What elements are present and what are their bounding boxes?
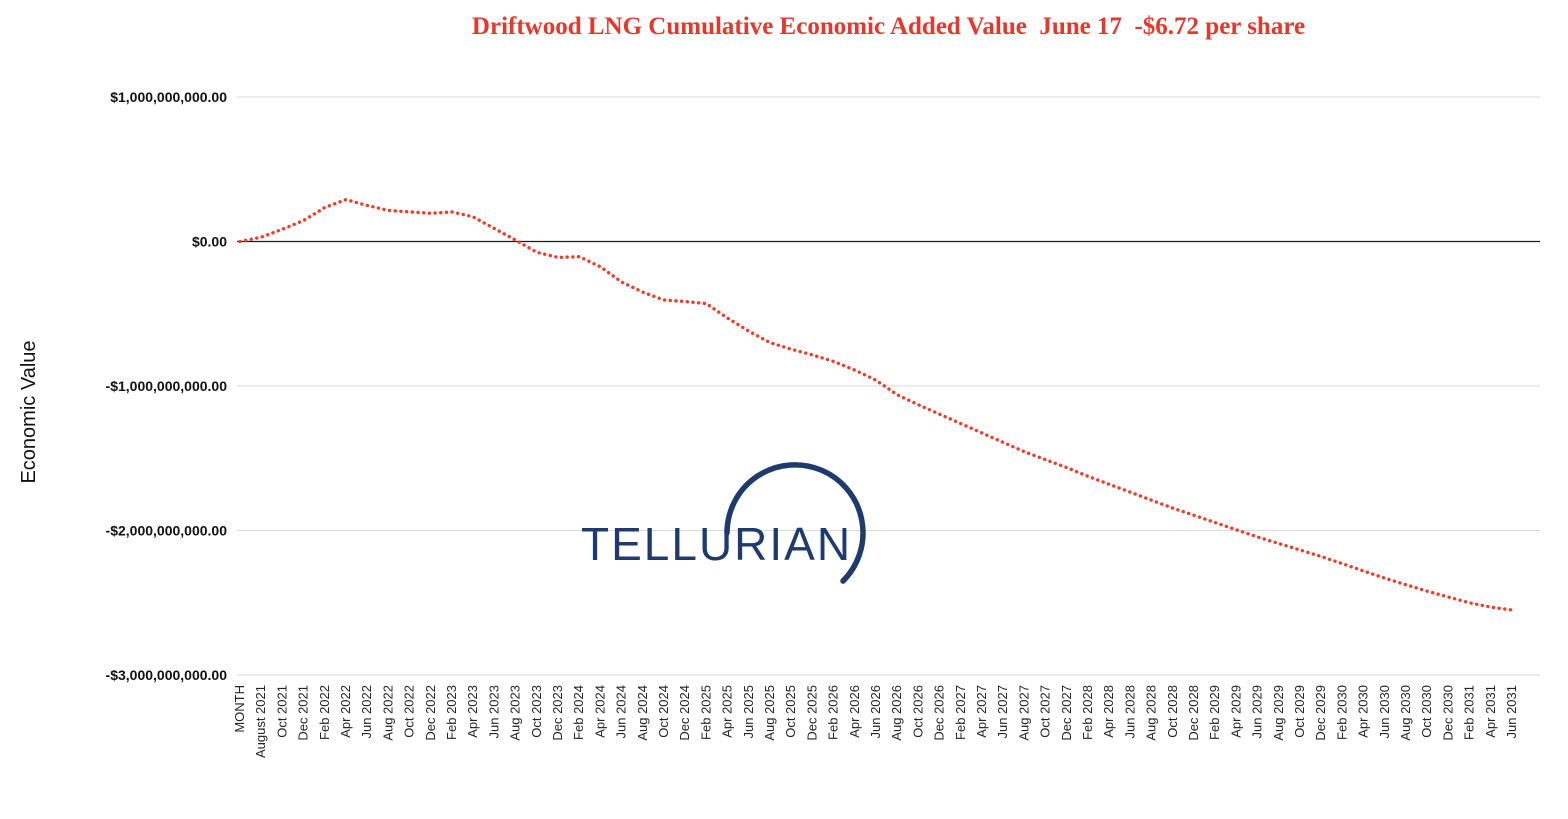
x-tick-label: Aug 2030 — [1398, 685, 1413, 741]
y-tick-label: -$1,000,000,000.00 — [106, 378, 228, 394]
tellurian-logo: TELLURIAN — [581, 462, 866, 584]
x-tick-label: Feb 2022 — [317, 685, 332, 740]
x-tick-label: Apr 2030 — [1356, 685, 1371, 738]
x-tick-label: Dec 2030 — [1440, 685, 1455, 741]
x-tick-label: Jun 2028 — [1122, 685, 1137, 739]
x-tick-label: Jun 2024 — [614, 685, 629, 739]
x-tick-label: Aug 2022 — [380, 685, 395, 741]
x-tick-label: Oct 2021 — [274, 685, 289, 738]
x-tick-label: Apr 2028 — [1101, 685, 1116, 738]
y-tick-label: -$3,000,000,000.00 — [106, 667, 228, 683]
tellurian-logo-text: TELLURIAN — [581, 518, 852, 570]
x-tick-label: Aug 2023 — [508, 685, 523, 741]
y-tick-label: $1,000,000,000.00 — [110, 89, 227, 105]
x-tick-label: Apr 2025 — [720, 685, 735, 738]
x-tick-label: Apr 2024 — [592, 685, 607, 738]
x-tick-label: Apr 2023 — [465, 685, 480, 738]
y-tick-label: -$2,000,000,000.00 — [106, 523, 228, 539]
x-tick-label: Apr 2031 — [1483, 685, 1498, 738]
x-tick-label: Feb 2030 — [1334, 685, 1349, 740]
x-tick-label: Dec 2022 — [423, 685, 438, 741]
x-tick-label: Dec 2025 — [804, 685, 819, 741]
x-tick-label: Dec 2027 — [1059, 685, 1074, 741]
x-tick-label: Dec 2024 — [677, 685, 692, 741]
x-tick-label: Aug 2025 — [762, 685, 777, 741]
x-tick-label: Apr 2022 — [338, 685, 353, 738]
x-tick-label: August 2021 — [253, 685, 268, 758]
x-tick-label: Aug 2026 — [889, 685, 904, 741]
x-tick-label: Oct 2026 — [910, 685, 925, 738]
x-tick-label: MONTH — [232, 685, 247, 733]
x-tick-label: Apr 2026 — [847, 685, 862, 738]
x-tick-label: Feb 2029 — [1207, 685, 1222, 740]
x-tick-label: Oct 2024 — [656, 685, 671, 738]
data-series-line — [238, 197, 1514, 612]
x-tick-label: Aug 2027 — [1016, 685, 1031, 741]
x-tick-label: Oct 2023 — [529, 685, 544, 738]
x-tick-label: Aug 2024 — [635, 685, 650, 741]
x-tick-label: Jun 2026 — [868, 685, 883, 739]
x-tick-label: Apr 2027 — [974, 685, 989, 738]
x-tick-label: Oct 2025 — [783, 685, 798, 738]
x-tick-label: Feb 2023 — [444, 685, 459, 740]
x-tick-label: Apr 2029 — [1228, 685, 1243, 738]
chart-title: Driftwood LNG Cumulative Economic Added … — [471, 13, 1306, 40]
x-tick-label: Aug 2028 — [1144, 685, 1159, 741]
x-tick-label: Dec 2029 — [1313, 685, 1328, 741]
x-tick-label: Jun 2025 — [741, 685, 756, 739]
x-tick-label: Jun 2029 — [1250, 685, 1265, 739]
x-tick-label: Feb 2028 — [1080, 685, 1095, 740]
x-tick-label: Oct 2029 — [1292, 685, 1307, 738]
x-tick-label: Oct 2022 — [402, 685, 417, 738]
x-tick-label: Dec 2021 — [296, 685, 311, 741]
x-tick-label: Feb 2027 — [953, 685, 968, 740]
x-tick-label: Jun 2031 — [1504, 685, 1519, 739]
x-tick-label: Dec 2026 — [932, 685, 947, 741]
x-tick-label: Oct 2028 — [1165, 685, 1180, 738]
y-tick-label: $0.00 — [192, 234, 227, 250]
x-tick-label: Feb 2024 — [571, 685, 586, 740]
x-tick-label: Oct 2027 — [1038, 685, 1053, 738]
x-tick-label: Dec 2023 — [550, 685, 565, 741]
x-tick-label: Jun 2027 — [995, 685, 1010, 739]
x-tick-label: Feb 2031 — [1462, 685, 1477, 740]
x-tick-label: Oct 2030 — [1419, 685, 1434, 738]
tellurian-arc-icon — [724, 462, 866, 584]
x-tick-label: Jun 2022 — [359, 685, 374, 739]
x-tick-label: Jun 2030 — [1377, 685, 1392, 739]
x-tick-label: Jun 2023 — [486, 685, 501, 739]
x-tick-label: Dec 2028 — [1186, 685, 1201, 741]
x-tick-label: Feb 2026 — [826, 685, 841, 740]
x-tick-label: Aug 2029 — [1271, 685, 1286, 741]
x-tick-label: Feb 2025 — [698, 685, 713, 740]
